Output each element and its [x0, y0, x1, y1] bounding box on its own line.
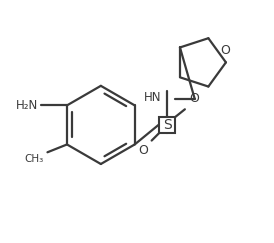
- FancyBboxPatch shape: [159, 117, 175, 133]
- Text: HN: HN: [144, 91, 161, 104]
- Text: CH₃: CH₃: [24, 154, 44, 164]
- Text: O: O: [138, 144, 148, 157]
- Text: H₂N: H₂N: [15, 99, 38, 112]
- Text: O: O: [220, 44, 230, 57]
- Text: S: S: [163, 118, 172, 132]
- Text: O: O: [189, 92, 199, 105]
